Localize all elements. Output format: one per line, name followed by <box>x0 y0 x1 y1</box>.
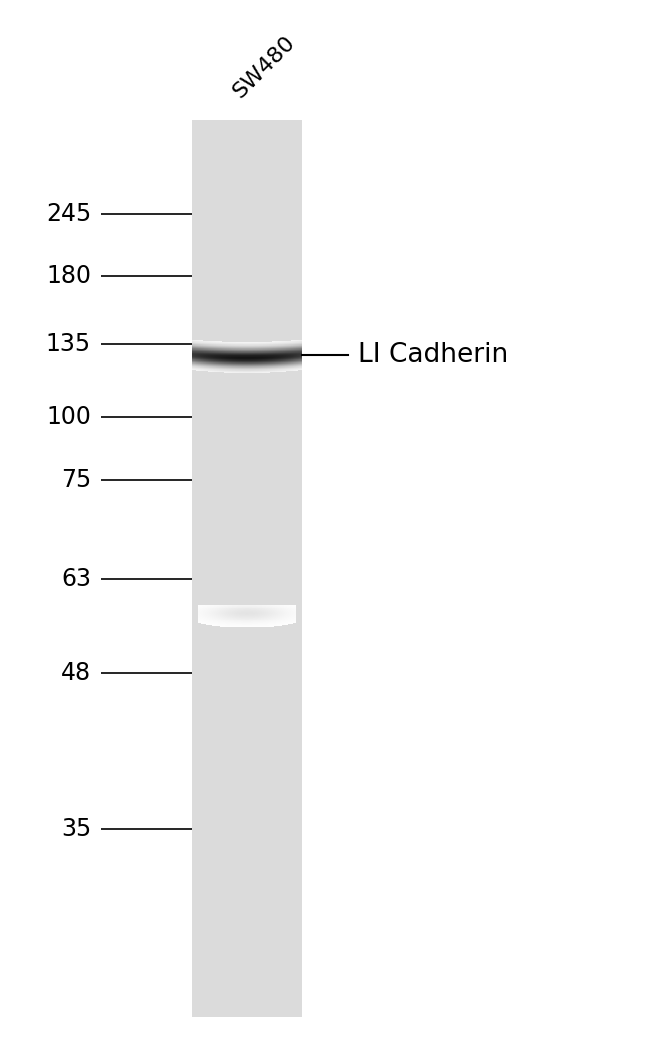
Text: 245: 245 <box>46 201 91 226</box>
Text: 48: 48 <box>61 660 91 685</box>
Text: 35: 35 <box>60 817 91 842</box>
Text: 180: 180 <box>46 264 91 289</box>
Text: 135: 135 <box>46 332 91 357</box>
Text: SW480: SW480 <box>229 32 300 102</box>
Bar <box>192 120 302 1017</box>
Text: 100: 100 <box>46 405 91 430</box>
Text: 63: 63 <box>61 566 91 591</box>
Text: 75: 75 <box>60 467 91 492</box>
Text: LI Cadherin: LI Cadherin <box>358 342 508 367</box>
